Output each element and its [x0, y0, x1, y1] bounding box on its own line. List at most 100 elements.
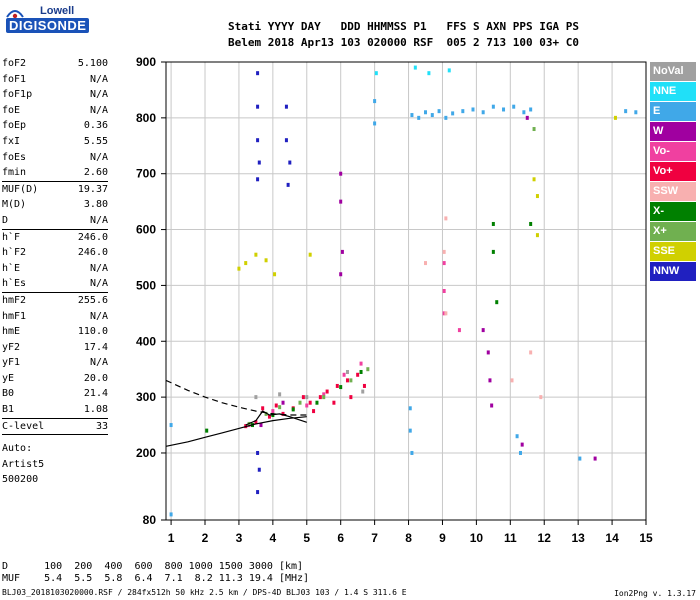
param-name: B1 — [2, 404, 15, 416]
echo-point — [256, 450, 260, 455]
param-value: N/A — [89, 310, 108, 322]
param-name: h`F2 — [2, 247, 27, 259]
param-row: hmF1 N/A — [2, 309, 108, 325]
echo-point — [305, 403, 309, 408]
parameter-panel: foF2 5.100 foF1 N/A foF1p N/A foE N/A foEp 0.36 fx… — [2, 56, 108, 488]
legend-item: SSE — [650, 242, 696, 261]
echo-point — [278, 405, 282, 410]
x-tick-label: 14 — [605, 531, 619, 545]
param-name: hmE — [2, 326, 21, 338]
param-value: 3.80 — [83, 199, 108, 211]
echo-point — [267, 414, 271, 419]
muf-row: MUF 5.4 5.5 5.8 6.4 7.1 8.2 11.3 19.4 [M… — [2, 573, 310, 584]
echo-point — [522, 110, 526, 115]
panel-divider — [2, 434, 108, 441]
param-name: yE — [2, 372, 15, 384]
echo-point — [481, 328, 485, 333]
param-row: hmF2 255.6 — [2, 291, 108, 309]
param-value: 255.6 — [77, 294, 108, 306]
echo-point — [424, 110, 428, 115]
legend-item: Vo+ — [650, 162, 696, 181]
param-value: N/A — [89, 214, 108, 226]
echo-point — [298, 400, 302, 405]
distance-row: D 100 200 400 600 800 1000 1500 3000 [km… — [2, 561, 304, 572]
x-tick-label: 12 — [538, 531, 552, 545]
echo-point — [312, 409, 316, 414]
legend-item: SSW — [650, 182, 696, 201]
echo-point — [284, 104, 288, 109]
y-tick-label: 300 — [136, 390, 156, 404]
echo-point — [273, 272, 277, 277]
param-value: N/A — [89, 357, 108, 369]
param-row: h`E N/A — [2, 261, 108, 277]
echo-point — [340, 249, 344, 254]
echo-point — [624, 109, 628, 114]
legend-item: E — [650, 102, 696, 121]
param-name: h`F — [2, 231, 21, 243]
echo-point — [169, 512, 173, 517]
param-name: hmF2 — [2, 294, 27, 306]
x-tick-label: 9 — [439, 531, 446, 545]
echo-point — [308, 252, 312, 257]
param-value: 246.0 — [77, 247, 108, 259]
y-tick-label: 600 — [136, 223, 156, 237]
echo-point — [325, 389, 329, 394]
echo-point — [257, 467, 261, 472]
echo-point — [613, 115, 617, 120]
param-value: 246.0 — [77, 231, 108, 243]
echo-point — [578, 456, 582, 461]
param-name: M(D) — [2, 199, 27, 211]
echo-point — [362, 383, 366, 388]
header-line-1: Stati YYYY DAY DDD HHMMSS P1 FFS S AXN P… — [228, 20, 579, 33]
version-text: Ion2Png v. 1.3.17 — [614, 589, 696, 598]
echo-point — [169, 423, 173, 428]
echo-point — [254, 395, 258, 400]
echo-point — [256, 104, 260, 109]
param-value: 5.55 — [83, 135, 108, 147]
echo-point — [301, 395, 305, 400]
echo-point — [518, 450, 522, 455]
echo-point — [257, 160, 261, 165]
param-row: h`Es N/A — [2, 276, 108, 292]
param-name: foEs — [2, 151, 27, 163]
x-tick-label: 5 — [303, 531, 310, 545]
echo-point — [349, 378, 353, 383]
echo-point — [271, 409, 275, 414]
legend: NoVal NNE E W Vo- Vo+ SSW X- X+ SSE NNW — [650, 62, 696, 282]
echo-point — [471, 107, 475, 112]
param-row: foEp 0.36 — [2, 118, 108, 134]
echo-point — [284, 138, 288, 143]
param-row: foEs N/A — [2, 150, 108, 166]
param-row: yE 20.0 — [2, 371, 108, 387]
echo-point — [339, 385, 343, 390]
echo-point — [442, 261, 446, 266]
echo-point — [491, 249, 495, 254]
echo-point — [444, 115, 448, 120]
echo-point — [237, 266, 241, 271]
y-tick-label: 400 — [136, 334, 156, 348]
param-row: fmin 2.60 — [2, 165, 108, 181]
param-row: h`F2 246.0 — [2, 245, 108, 261]
echo-point — [510, 378, 514, 383]
param-row: yF2 17.4 — [2, 340, 108, 356]
echo-point — [256, 138, 260, 143]
param-row: B0 21.4 — [2, 386, 108, 402]
param-row: yF1 N/A — [2, 355, 108, 371]
dashed-trace — [165, 379, 307, 416]
echo-point — [495, 300, 499, 305]
param-row: foF1 N/A — [2, 72, 108, 88]
param-name: foE — [2, 104, 21, 116]
echo-point — [356, 372, 360, 377]
echo-point — [634, 110, 638, 115]
echo-point — [535, 194, 539, 199]
param-row: D N/A — [2, 213, 108, 229]
echo-point — [444, 216, 448, 221]
echo-point — [488, 378, 492, 383]
echo-point — [291, 407, 295, 412]
y-tick-label: 900 — [136, 55, 156, 69]
legend-item: X+ — [650, 222, 696, 241]
y-tick-label: 700 — [136, 167, 156, 181]
echo-point — [315, 400, 319, 405]
digisonde-logo-icon — [6, 10, 24, 19]
